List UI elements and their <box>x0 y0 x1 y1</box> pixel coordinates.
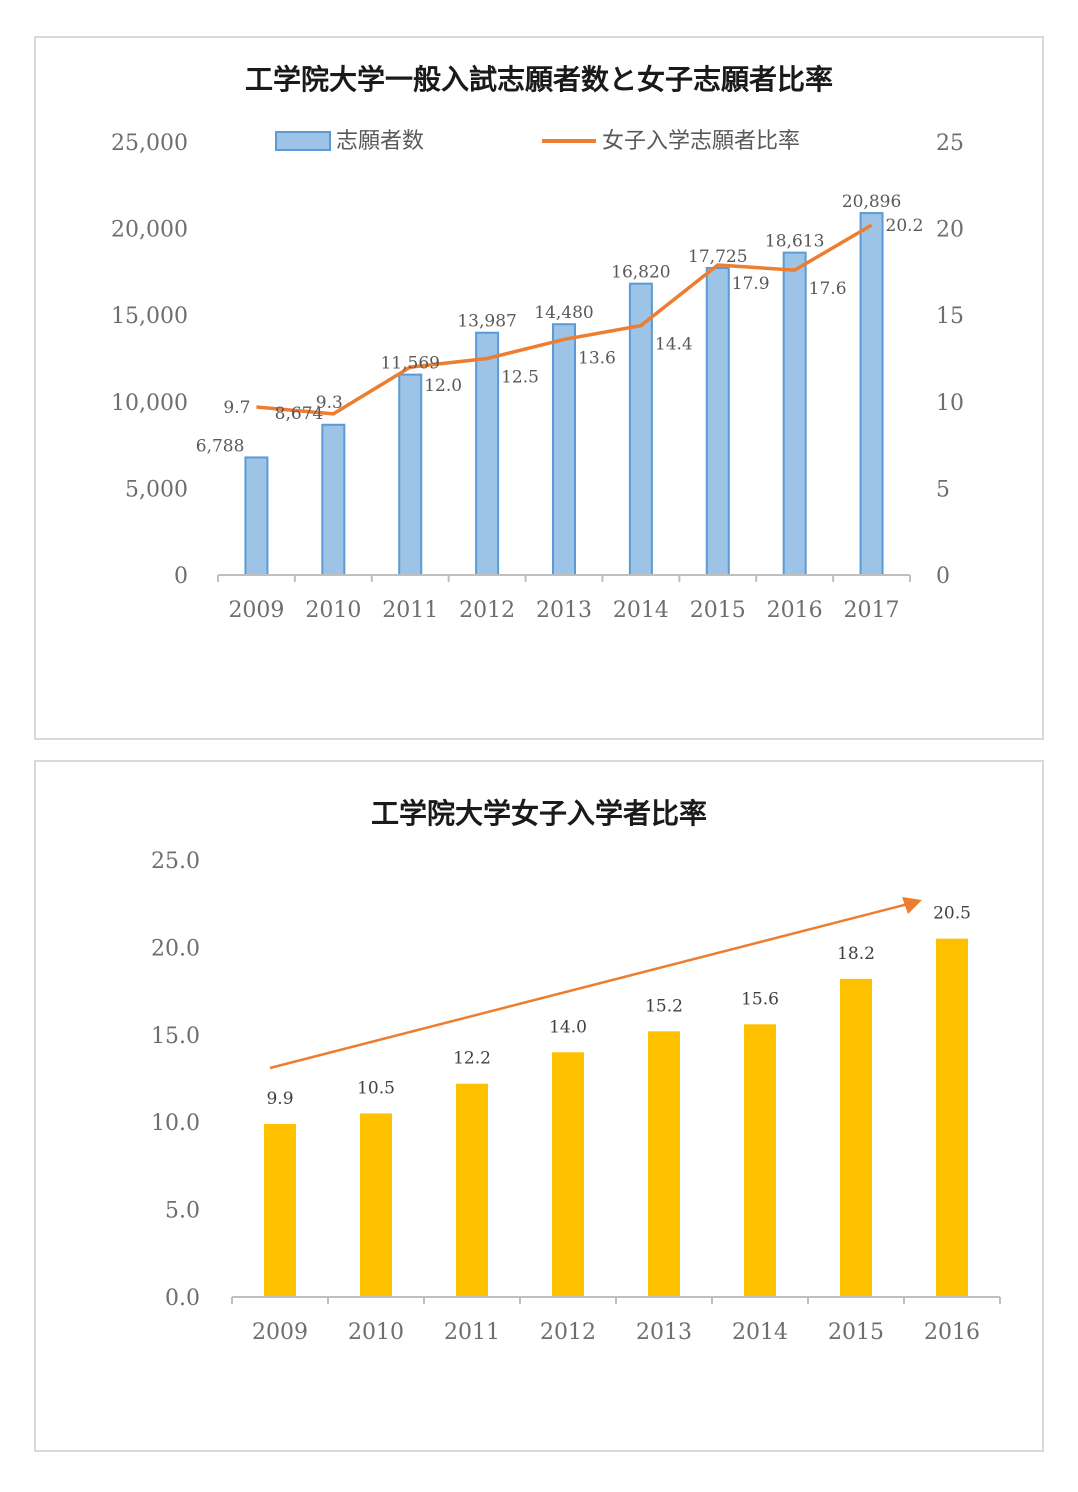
y-tick-label: 5,000 <box>125 477 188 502</box>
bar <box>705 267 730 577</box>
y-tick-label: 0 <box>174 564 188 589</box>
x-tick-label: 2009 <box>252 1320 308 1345</box>
legend-bar-swatch <box>275 131 331 151</box>
line-value-label: 12.5 <box>501 368 539 388</box>
y-tick-label: 15.0 <box>151 1024 200 1049</box>
line-value-label: 14.4 <box>655 335 693 355</box>
line-value-label: 13.6 <box>578 348 616 368</box>
bar <box>648 1031 680 1297</box>
bar <box>840 978 872 1297</box>
y2-tick-label: 10 <box>936 391 964 416</box>
y-tick-label: 5.0 <box>165 1199 200 1224</box>
x-tick-label: 2015 <box>828 1320 884 1345</box>
legend-line-label: 女子入学志願者比率 <box>602 129 800 154</box>
bar <box>859 212 884 577</box>
y2-tick-label: 25 <box>936 131 964 156</box>
bar <box>398 373 423 576</box>
x-tick-label: 2011 <box>382 598 438 623</box>
bar-value-label: 10.5 <box>357 1078 395 1098</box>
x-tick-label: 2013 <box>636 1320 692 1345</box>
x-tick-label: 2013 <box>536 598 592 623</box>
x-tick-label: 2016 <box>924 1320 980 1345</box>
bar-value-label: 16,820 <box>611 263 670 283</box>
x-tick-label: 2017 <box>844 598 900 623</box>
bar <box>552 323 576 576</box>
bar-value-label: 9.9 <box>266 1089 293 1109</box>
bar-value-label: 15.2 <box>645 996 683 1016</box>
chart-title: 工学院大学一般入試志願者数と女子志願者比率 <box>244 63 833 96</box>
line-value-label: 17.9 <box>732 274 770 294</box>
bar-value-label: 17,725 <box>688 247 747 267</box>
bar <box>552 1052 584 1297</box>
y-tick-label: 0.0 <box>165 1286 200 1311</box>
x-tick-label: 2015 <box>690 598 746 623</box>
x-tick-label: 2016 <box>767 598 823 623</box>
legend-bar-label: 志願者数 <box>336 129 424 154</box>
y-tick-label: 25.0 <box>151 849 200 874</box>
bar-value-label: 14,480 <box>534 303 593 323</box>
bar-value-label: 6,788 <box>196 436 245 456</box>
chart-panel-applicants: 工学院大学一般入試志願者数と女子志願者比率 0 5,000 10,000 15,000… <box>34 36 1044 740</box>
x-tick-label: 2014 <box>613 598 669 623</box>
bar <box>744 1024 776 1297</box>
y-tick-label: 20.0 <box>151 936 200 961</box>
bar-value-label: 11,569 <box>380 354 439 374</box>
y2-tick-label: 15 <box>936 304 964 329</box>
y2-tick-label: 0 <box>936 564 950 589</box>
bar-value-label: 15.6 <box>741 989 779 1009</box>
bar <box>475 331 500 576</box>
x-tick-label: 2010 <box>348 1320 404 1345</box>
bar <box>936 938 968 1297</box>
bar <box>321 423 346 576</box>
y2-tick-label: 5 <box>936 477 950 502</box>
y-tick-label: 15,000 <box>111 304 188 329</box>
bar-value-label: 18.2 <box>837 944 875 964</box>
x-tick-label: 2014 <box>732 1320 788 1345</box>
chart-title: 工学院大学女子入学者比率 <box>370 797 707 830</box>
bar-value-label: 8,674 <box>275 404 324 424</box>
x-tick-label: 2012 <box>540 1320 596 1345</box>
x-tick-label: 2012 <box>459 598 515 623</box>
ratio-line <box>256 223 873 416</box>
bar-value-label: 14.0 <box>549 1017 587 1037</box>
bar-value-label: 18,613 <box>765 232 824 252</box>
line-value-label: 12.0 <box>424 376 462 396</box>
line-value-label: 17.6 <box>809 279 847 299</box>
bar <box>244 456 269 577</box>
y-tick-label: 10,000 <box>111 391 188 416</box>
chart-panel-female-ratio: 工学院大学女子入学者比率 0.0 5.0 10.0 15.0 20.0 25.0 9.9 10… <box>34 760 1044 1452</box>
trend-arrow-line <box>269 902 909 1070</box>
trend-arrow-head-icon <box>902 897 922 914</box>
female-ratio-chart: 0.0 5.0 10.0 15.0 20.0 25.0 9.9 10.5 12.2 14.0 15.… <box>151 849 1001 1345</box>
bar-value-label: 12.2 <box>453 1049 491 1069</box>
applicants-chart: 0 5,000 10,000 15,000 20,000 25,000 0 5 10 15 20 25… <box>111 129 964 623</box>
bar <box>782 251 807 576</box>
line-value-label: 9.7 <box>223 398 250 418</box>
x-tick-label: 2011 <box>444 1320 500 1345</box>
bar <box>360 1113 392 1297</box>
bar-value-label: 20,896 <box>842 192 901 212</box>
bar <box>264 1123 296 1297</box>
y-tick-label: 10.0 <box>151 1111 200 1136</box>
line-value-label: 20.2 <box>886 216 924 236</box>
bar-value-label: 20.5 <box>933 904 971 924</box>
line-value-label: 9.3 <box>316 393 343 413</box>
y-tick-label: 25,000 <box>111 131 188 156</box>
bar-value-label: 13,987 <box>457 312 516 332</box>
y2-tick-label: 20 <box>936 218 964 243</box>
x-tick-label: 2010 <box>305 598 361 623</box>
y-tick-label: 20,000 <box>111 218 188 243</box>
x-tick-label: 2009 <box>228 598 284 623</box>
bar <box>456 1083 488 1297</box>
